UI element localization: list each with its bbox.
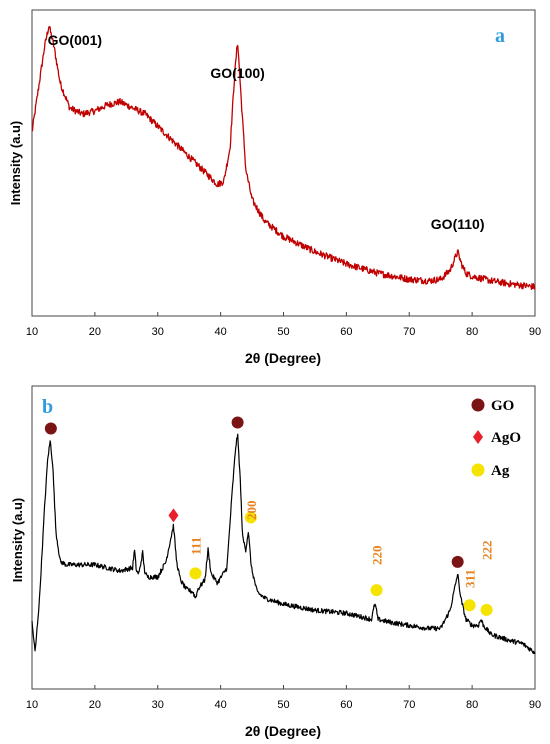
x-tick-label: 30 — [152, 326, 164, 338]
panel-label-b: b — [42, 396, 53, 418]
x-tick-label: 40 — [215, 699, 227, 711]
y-axis-label-b: Intensity (a.u) — [10, 498, 25, 583]
panel-label-a: a — [495, 25, 505, 47]
agO-marker — [168, 508, 179, 523]
plot-area-a — [31, 9, 536, 317]
ag-marker — [189, 567, 202, 580]
plane-label: 200 — [244, 501, 259, 521]
ag-marker — [370, 584, 383, 597]
plot-area-b — [31, 385, 536, 690]
ag-marker — [463, 599, 476, 612]
legend-marker-ago — [473, 430, 483, 444]
peak-annotation: GO(001) — [48, 32, 102, 48]
series-line-a — [31, 26, 536, 290]
legend-label: Ag — [491, 463, 510, 479]
x-tick-label: 70 — [403, 699, 415, 711]
chart-panel-a: 10 20 30 40 50 60 70 80 90 GO(001) GO(100) GO(110)… — [8, 9, 541, 366]
x-tick-label: 50 — [277, 699, 289, 711]
legend-b: GO AgO Ag — [471, 398, 521, 479]
x-tick-label: 70 — [403, 326, 415, 338]
plane-label: 222 — [480, 541, 495, 561]
x-axis-label-a: 2θ (Degree) — [245, 350, 321, 366]
go-marker — [451, 555, 464, 568]
x-tick-label: 90 — [529, 699, 541, 711]
x-tick-label: 50 — [277, 326, 289, 338]
x-tick-label: 30 — [152, 699, 164, 711]
ag-marker — [244, 511, 257, 524]
peak-annotation: GO(100) — [210, 65, 264, 81]
legend-label: GO — [491, 398, 514, 414]
peak-annotation: GO(110) — [431, 216, 485, 232]
x-tick-label: 40 — [215, 326, 227, 338]
x-tick-label: 10 — [26, 326, 38, 338]
x-tick-label: 90 — [529, 326, 541, 338]
ag-marker — [480, 603, 493, 616]
x-tick-label: 80 — [466, 326, 478, 338]
plane-label: 311 — [463, 569, 478, 588]
x-tick-label: 20 — [89, 326, 101, 338]
x-tick-label: 60 — [340, 326, 352, 338]
series-line-b — [31, 433, 536, 655]
legend-marker-go — [471, 398, 485, 412]
x-tick-label: 60 — [340, 699, 352, 711]
plane-label: 111 — [188, 537, 203, 555]
x-tick-label: 20 — [89, 699, 101, 711]
x-tick-label: 10 — [26, 699, 38, 711]
legend-label: AgO — [491, 430, 521, 446]
y-axis-label-a: Intensity (a.u) — [8, 121, 23, 206]
go-marker — [231, 416, 244, 429]
plane-label: 220 — [370, 546, 385, 566]
legend-marker-ag — [471, 463, 485, 477]
x-axis-label-b: 2θ (Degree) — [245, 723, 321, 739]
go-marker — [44, 422, 57, 435]
x-tick-label: 80 — [466, 699, 478, 711]
